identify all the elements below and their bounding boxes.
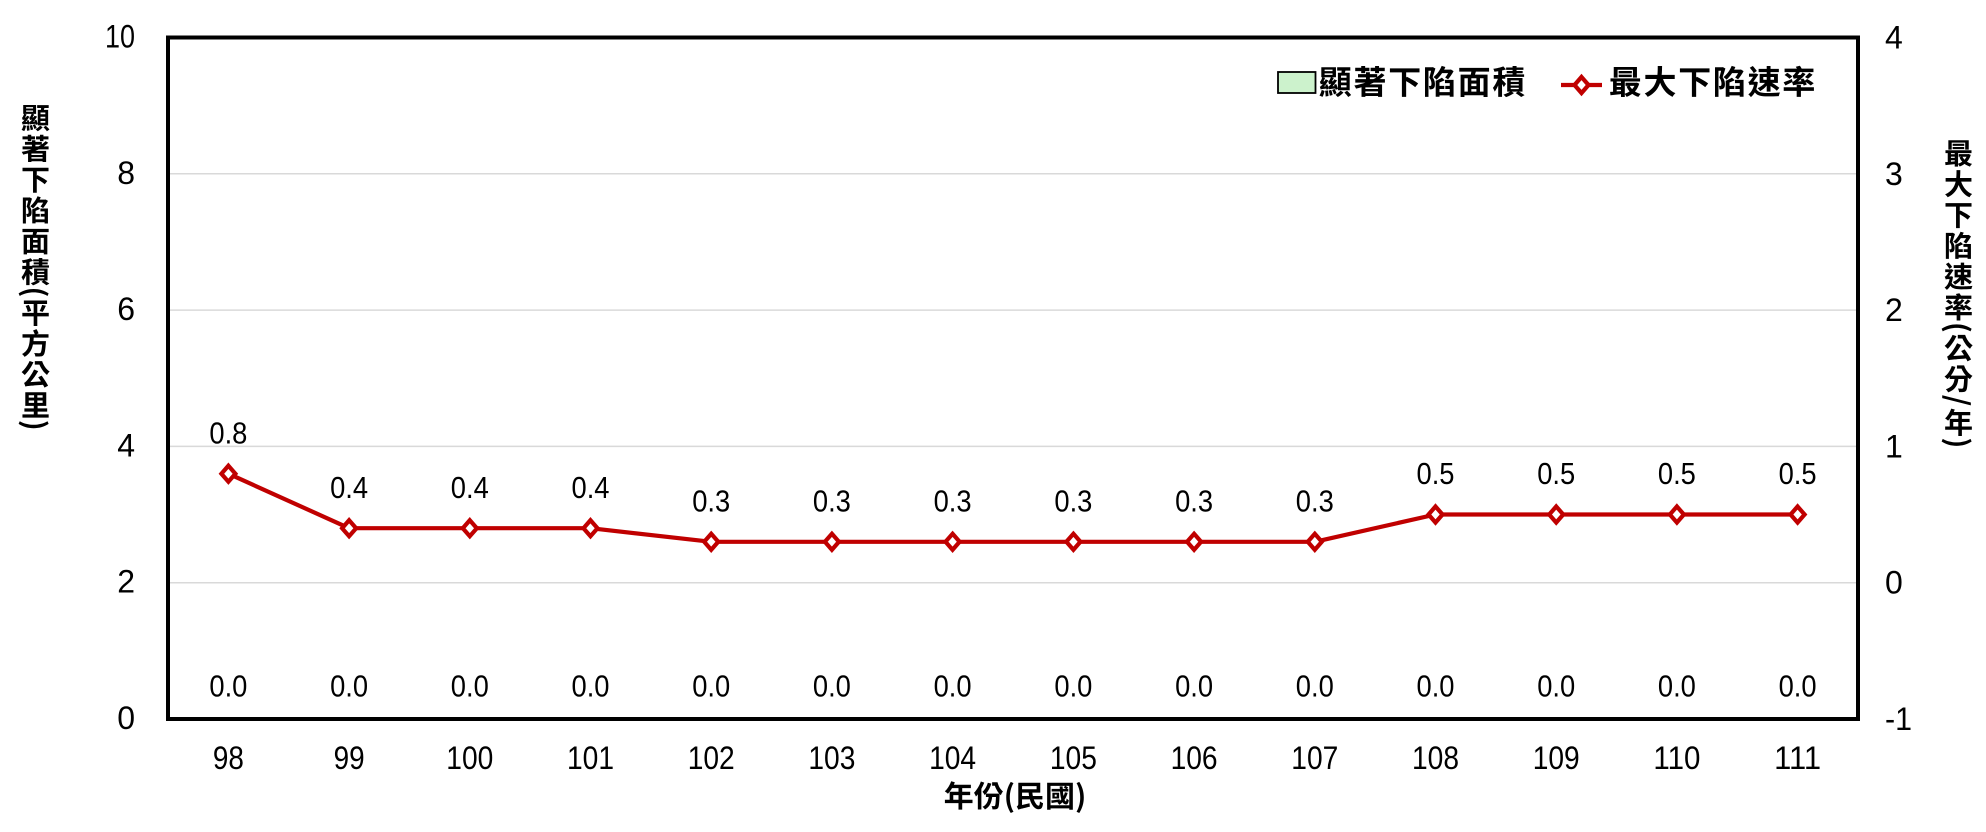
svg-text:0.3: 0.3 — [692, 484, 730, 519]
svg-text:8: 8 — [117, 155, 135, 191]
svg-text:0.0: 0.0 — [1658, 669, 1696, 704]
svg-text:1: 1 — [1885, 428, 1903, 464]
svg-text:0.4: 0.4 — [572, 470, 610, 505]
svg-text:4: 4 — [1885, 20, 1903, 56]
svg-text:99: 99 — [334, 740, 365, 776]
svg-text:0.0: 0.0 — [1054, 669, 1092, 704]
svg-text:110: 110 — [1653, 740, 1700, 776]
svg-text:0.0: 0.0 — [1296, 669, 1334, 704]
svg-text:0: 0 — [117, 700, 135, 736]
svg-text:2: 2 — [117, 564, 135, 600]
svg-text:0.0: 0.0 — [330, 669, 368, 704]
svg-text:0.0: 0.0 — [1175, 669, 1213, 704]
svg-text:0.0: 0.0 — [1537, 669, 1575, 704]
svg-text:0.0: 0.0 — [813, 669, 851, 704]
svg-text:-1: -1 — [1885, 701, 1912, 737]
svg-text:0.3: 0.3 — [1296, 484, 1334, 519]
svg-text:0.4: 0.4 — [330, 470, 368, 505]
svg-text:109: 109 — [1533, 740, 1580, 776]
svg-text:0.5: 0.5 — [1658, 456, 1696, 491]
svg-text:3: 3 — [1885, 156, 1903, 192]
svg-text:0.3: 0.3 — [1054, 484, 1092, 519]
svg-text:0.5: 0.5 — [1417, 456, 1455, 491]
svg-text:107: 107 — [1291, 740, 1338, 776]
svg-text:108: 108 — [1412, 740, 1459, 776]
svg-text:0.0: 0.0 — [572, 669, 610, 704]
svg-text:111: 111 — [1774, 740, 1821, 776]
svg-text:0.0: 0.0 — [934, 669, 972, 704]
svg-text:98: 98 — [213, 740, 244, 776]
svg-text:0.0: 0.0 — [209, 669, 247, 704]
svg-text:4: 4 — [117, 427, 135, 463]
svg-text:10: 10 — [105, 19, 135, 55]
svg-text:100: 100 — [446, 740, 493, 776]
svg-text:106: 106 — [1171, 740, 1218, 776]
svg-text:0.4: 0.4 — [451, 470, 489, 505]
svg-text:103: 103 — [808, 740, 855, 776]
svg-text:0.8: 0.8 — [209, 415, 247, 450]
svg-text:0.5: 0.5 — [1537, 456, 1575, 491]
svg-text:2: 2 — [1885, 292, 1903, 328]
svg-text:0.3: 0.3 — [813, 484, 851, 519]
svg-text:0.3: 0.3 — [934, 484, 972, 519]
svg-text:0.0: 0.0 — [451, 669, 489, 704]
svg-text:101: 101 — [567, 740, 614, 776]
svg-text:0.5: 0.5 — [1779, 456, 1817, 491]
svg-text:6: 6 — [117, 291, 135, 327]
svg-text:104: 104 — [929, 740, 976, 776]
svg-text:102: 102 — [688, 740, 735, 776]
svg-text:0.0: 0.0 — [692, 669, 730, 704]
svg-text:105: 105 — [1050, 740, 1097, 776]
svg-text:0.0: 0.0 — [1779, 669, 1817, 704]
svg-text:0.0: 0.0 — [1417, 669, 1455, 704]
svg-text:0: 0 — [1885, 565, 1903, 601]
svg-text:0.3: 0.3 — [1175, 484, 1213, 519]
